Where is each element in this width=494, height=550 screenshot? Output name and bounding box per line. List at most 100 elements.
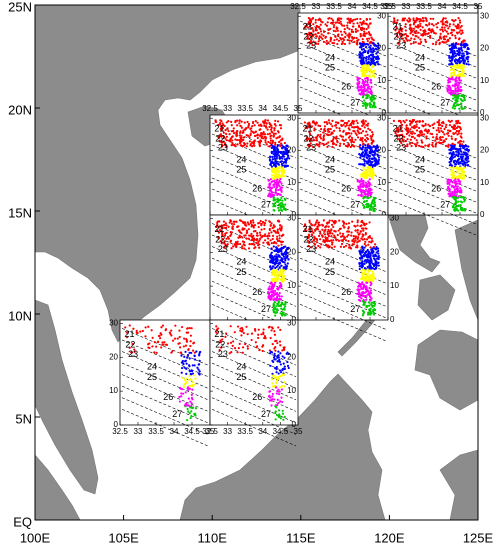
ts-point xyxy=(415,35,418,38)
ts-point xyxy=(446,38,450,41)
ts-point xyxy=(312,29,315,32)
ts-point xyxy=(455,147,458,150)
ts-point xyxy=(362,229,365,232)
density-label: 24 xyxy=(236,257,246,267)
ts-point xyxy=(229,231,232,234)
ts-point xyxy=(437,126,440,130)
ts-point xyxy=(271,283,274,286)
ts-point xyxy=(449,51,452,54)
ts-point xyxy=(162,343,165,346)
ts-point xyxy=(278,135,282,138)
ts-point xyxy=(400,30,403,33)
ts-point xyxy=(455,27,459,30)
ts-point xyxy=(273,155,276,158)
ts-point xyxy=(451,196,455,199)
ts-point xyxy=(346,38,349,42)
ts-point xyxy=(267,179,270,182)
ts-point xyxy=(281,384,284,388)
ts-point xyxy=(272,256,275,259)
ts-point xyxy=(399,121,403,124)
ts-point xyxy=(315,121,318,124)
ts-point xyxy=(347,240,350,243)
ts-point xyxy=(323,128,326,132)
ts-point xyxy=(460,42,463,45)
ts-point xyxy=(431,123,434,126)
ts-point xyxy=(356,76,359,79)
ts-point xyxy=(361,163,364,166)
ts-point xyxy=(453,84,456,88)
ts-point xyxy=(353,145,356,148)
temperature-tick-label: 30 xyxy=(480,113,489,122)
ts-point xyxy=(361,65,364,68)
ts-point xyxy=(183,379,186,382)
ts-point xyxy=(222,140,225,144)
ts-point xyxy=(453,50,456,53)
ts-point xyxy=(457,58,461,61)
ts-point xyxy=(376,247,380,250)
ts-point xyxy=(373,258,376,261)
ts-point xyxy=(420,145,423,148)
ts-point xyxy=(194,407,198,410)
ts-point xyxy=(371,305,374,308)
ts-point xyxy=(457,148,461,151)
x-tick-label: 115E xyxy=(286,530,316,545)
ts-point xyxy=(306,26,310,29)
ts-point xyxy=(269,364,272,367)
ts-point xyxy=(333,222,336,225)
isopycnal xyxy=(211,280,297,319)
ts-point xyxy=(425,129,428,133)
ts-point xyxy=(308,126,311,129)
ts-point xyxy=(314,246,318,250)
ts-point xyxy=(250,338,253,342)
ts-point xyxy=(443,133,446,136)
ts-point xyxy=(396,31,399,35)
ts-point xyxy=(341,234,344,238)
ts-point xyxy=(360,44,363,47)
ts-point xyxy=(395,134,398,137)
ts-point xyxy=(284,300,287,303)
temperature-tick-label: 30 xyxy=(480,11,489,20)
ts-point xyxy=(417,42,420,45)
ts-point xyxy=(363,279,366,282)
ts-point xyxy=(248,234,251,237)
ts-point xyxy=(273,270,276,273)
ts-point xyxy=(273,181,277,184)
ts-point xyxy=(355,36,358,40)
ts-point xyxy=(458,76,461,79)
ts-point xyxy=(369,168,372,171)
ts-point xyxy=(242,331,245,335)
ts-point xyxy=(360,90,363,93)
ts-point xyxy=(307,143,310,147)
ts-point xyxy=(411,132,414,135)
ts-point xyxy=(452,91,455,94)
ts-point xyxy=(343,236,347,239)
ts-point xyxy=(358,88,362,91)
ts-point xyxy=(447,181,450,184)
ts-point xyxy=(178,329,181,332)
ts-point xyxy=(258,231,262,234)
ts-point xyxy=(228,221,231,224)
density-label: 23 xyxy=(306,244,316,254)
ts-point xyxy=(276,174,280,177)
ts-point xyxy=(435,133,439,136)
ts-point xyxy=(457,95,460,98)
ts-point xyxy=(275,371,278,374)
ts-point xyxy=(319,127,323,131)
ts-point xyxy=(452,104,455,108)
ts-point xyxy=(223,240,226,243)
ts-point xyxy=(322,34,325,37)
ts-point xyxy=(286,262,289,265)
ts-point xyxy=(250,332,254,335)
ts-point xyxy=(350,28,353,31)
ts-point xyxy=(370,297,373,300)
ts-point xyxy=(454,205,458,208)
ts-point xyxy=(276,360,279,363)
ts-point xyxy=(284,159,288,163)
ts-point xyxy=(459,190,462,193)
ts-point xyxy=(308,137,311,140)
ts-point xyxy=(283,274,286,277)
ts-point xyxy=(368,221,371,224)
ts-point xyxy=(277,192,280,196)
ts-point xyxy=(441,124,444,128)
ts-point xyxy=(373,308,376,311)
